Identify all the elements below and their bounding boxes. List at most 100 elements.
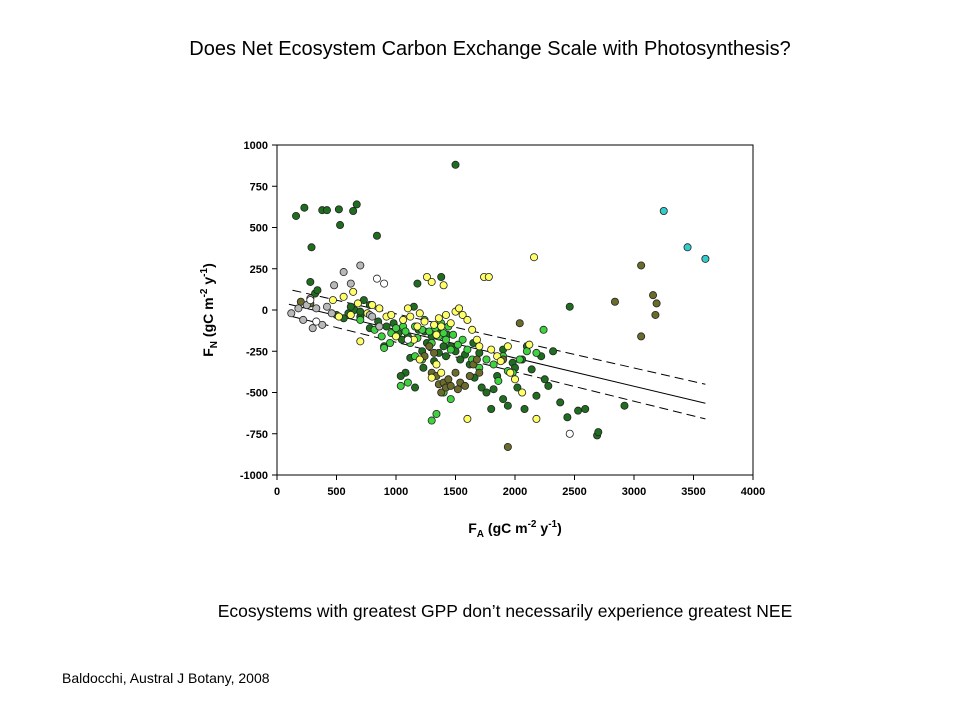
data-point [494,376,503,385]
data-point [637,261,646,270]
data-point [649,291,658,300]
data-point [287,309,296,318]
y-tick-label: 250 [250,264,268,276]
data-point [441,335,450,344]
data-point [540,375,549,384]
data-point [300,203,309,212]
x-axis-label: FA (gC m-2 y-1) [468,519,562,540]
data-point [539,325,548,334]
data-point [356,337,365,346]
data-point [475,348,484,357]
data-point [368,312,377,321]
data-point [556,398,565,407]
data-point [472,335,481,344]
data-point [518,388,527,397]
data-point [455,304,464,313]
data-point [549,347,558,356]
data-point [415,309,424,318]
data-point [380,343,389,352]
data-point [499,395,508,404]
data-point [380,279,389,288]
data-point [437,388,446,397]
data-point [430,348,439,357]
data-point [318,320,327,329]
data-point [506,368,515,377]
data-point [565,302,574,311]
y-tick-label: -750 [246,429,268,441]
data-point [441,352,450,361]
data-point [336,221,345,230]
data-point [525,340,534,349]
data-point [477,383,486,392]
data-point [701,254,710,263]
data-point [377,332,386,341]
upper-confidence-line [292,289,706,385]
data-point [487,404,496,413]
data-point [403,378,412,387]
y-tick-label: -500 [246,388,268,400]
data-point [463,414,472,423]
data-point [312,317,321,326]
data-point [375,322,384,331]
data-point [532,348,541,357]
data-point [372,231,381,240]
data-point [446,381,455,390]
data-point [510,375,519,384]
data-point [659,206,668,215]
data-point [382,322,391,331]
data-point [399,315,408,324]
data-point [396,371,405,380]
data-point [327,309,336,318]
data-point [463,315,472,324]
x-tick-label: 500 [327,486,345,498]
data-point [439,281,448,290]
data-point [356,307,365,316]
data-point [413,322,422,331]
data-point [312,304,321,313]
data-point [322,302,331,311]
x-tick-label: 3500 [681,486,705,498]
data-point [346,302,355,311]
data-point [651,310,660,319]
data-point [565,429,574,438]
data-point [420,317,429,326]
data-point [413,279,422,288]
data-point [652,299,661,308]
data-point [391,324,400,333]
data-point [484,272,493,281]
data-point [339,292,348,301]
data-point [427,277,436,286]
data-point [306,277,315,286]
slide-title: Does Net Ecosystem Carbon Exchange Scale… [189,38,791,60]
data-point [349,287,358,296]
data-point [544,381,553,390]
data-point [503,401,512,410]
data-point [453,385,462,394]
lower-confidence-line [292,316,706,420]
data-point [581,404,590,413]
data-point [346,279,355,288]
x-tick-label: 2500 [562,486,586,498]
data-point [530,253,539,262]
y-axis-label: FN (gC m-2 y-1) [199,263,220,357]
data-point [439,329,448,338]
data-point [451,160,460,169]
data-point [352,200,361,209]
data-point [458,310,467,319]
data-point [532,391,541,400]
data-point [432,409,441,418]
data-point [306,296,315,305]
data-point [444,375,453,384]
data-point [683,243,692,252]
data-point [322,206,331,215]
data-point [432,360,441,369]
y-tick-label: 0 [262,305,268,317]
x-tick-label: 4000 [741,486,765,498]
data-point [482,355,491,364]
data-point [503,342,512,351]
x-tick-label: 1000 [384,486,408,498]
y-tick-label: 500 [250,223,268,235]
data-point [368,301,377,310]
data-point [515,319,524,328]
data-point [522,347,531,356]
